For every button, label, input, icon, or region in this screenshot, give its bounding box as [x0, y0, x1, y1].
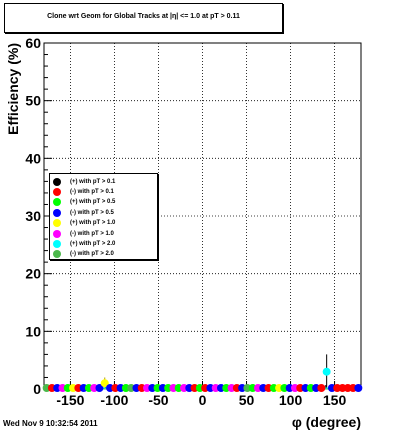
y-tick-label: 10	[25, 323, 41, 339]
legend-entry: (-) with pT > 1.0	[50, 230, 157, 240]
legend-marker	[53, 240, 61, 248]
legend-label: (-) with pT > 0.1	[70, 189, 114, 195]
legend-marker	[53, 188, 61, 196]
data-point	[322, 367, 331, 376]
title-box: Clone wrt Geom for Global Tracks at |η| …	[4, 3, 283, 33]
legend-marker	[53, 178, 61, 186]
legend-entry: (+) with pT > 0.5	[50, 198, 157, 208]
legend-entry: (-) with pT > 0.1	[50, 188, 157, 198]
legend-label: (-) with pT > 1.0	[70, 231, 114, 237]
legend: (+) with pT > 0.1 (-) with pT > 0.1 (+) …	[49, 173, 158, 260]
x-tick-label: -50	[148, 392, 168, 408]
y-tick-label: 0	[33, 381, 41, 397]
legend-marker	[53, 209, 61, 217]
y-tick-label: 20	[25, 266, 41, 282]
x-tick-label: 150	[323, 392, 347, 408]
data-point	[317, 384, 326, 392]
data-point	[354, 384, 363, 392]
x-axis-label: φ (degree)	[292, 414, 361, 430]
y-tick-label: 40	[25, 150, 41, 166]
legend-entry: (-) with pT > 2.0	[50, 250, 157, 260]
legend-entry: (-) with pT > 0.5	[50, 209, 157, 219]
y-axis-label: Efficiency (%)	[5, 43, 21, 135]
legend-marker	[53, 198, 61, 206]
legend-label: (+) with pT > 0.5	[70, 199, 116, 205]
legend-entry: (+) with pT > 1.0	[50, 219, 157, 229]
chart-title: Clone wrt Geom for Global Tracks at |η| …	[47, 13, 240, 20]
legend-label: (+) with pT > 2.0	[70, 241, 116, 247]
legend-marker	[53, 219, 61, 227]
y-tick-label: 60	[25, 35, 41, 51]
legend-entry: (+) with pT > 0.1	[50, 178, 157, 188]
legend-marker	[53, 250, 61, 258]
legend-label: (-) with pT > 2.0	[70, 251, 114, 257]
x-tick-label: 0	[199, 392, 207, 408]
legend-entry: (+) with pT > 2.0	[50, 240, 157, 250]
x-tick-label: 50	[239, 392, 255, 408]
legend-label: (+) with pT > 0.1	[70, 179, 116, 185]
legend-label: (-) with pT > 0.5	[70, 210, 114, 216]
footer-date: Wed Nov 9 10:32:54 2011	[3, 419, 98, 428]
x-tick-label: -150	[56, 392, 84, 408]
x-tick-label: -100	[100, 392, 128, 408]
legend-label: (+) with pT > 1.0	[70, 220, 116, 226]
legend-marker	[53, 230, 61, 238]
data-point	[100, 379, 109, 388]
data-point	[95, 384, 104, 392]
y-tick-label: 30	[25, 208, 41, 224]
x-tick-label: 100	[279, 392, 303, 408]
y-tick-label: 50	[25, 93, 41, 109]
